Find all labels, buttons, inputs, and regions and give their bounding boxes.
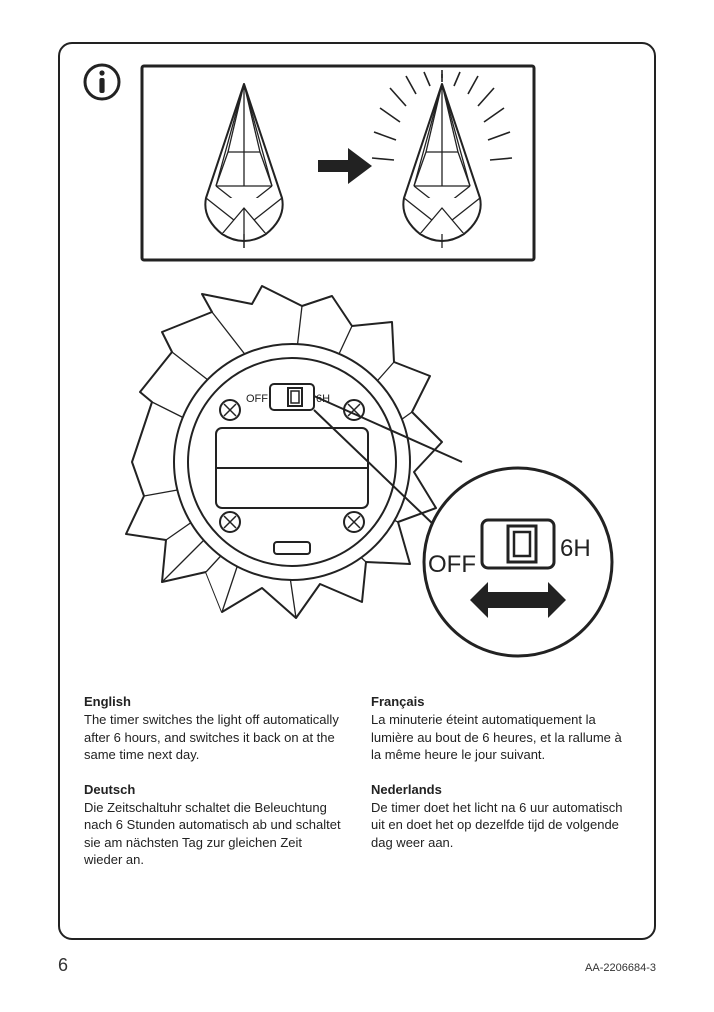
- top-illustration: [140, 64, 536, 262]
- page-number: 6: [58, 955, 68, 976]
- instruction-text: English The timer switches the light off…: [84, 694, 630, 887]
- text-column-left: English The timer switches the light off…: [84, 694, 343, 887]
- switch-callout: OFF 6H: [424, 468, 612, 656]
- svg-text:OFF: OFF: [246, 393, 268, 405]
- lang-text: The timer switches the light off automat…: [84, 711, 343, 764]
- switch-6h-label: 6H: [560, 535, 591, 562]
- lang-block: Français La minuterie éteint automatique…: [371, 694, 630, 764]
- lang-text: Die Zeitschaltuhr schaltet die Beleuchtu…: [84, 799, 343, 869]
- lang-title: English: [84, 694, 343, 709]
- document-code: AA-2206684-3: [585, 962, 656, 974]
- lang-title: Français: [371, 694, 630, 709]
- switch-off-label: OFF: [428, 551, 476, 578]
- info-icon: [82, 62, 122, 102]
- lang-block: Nederlands De timer doet het licht na 6 …: [371, 782, 630, 852]
- battery-panel-icon: OFF 6H: [174, 344, 410, 580]
- lang-text: La minuterie éteint automatiquement la l…: [371, 711, 630, 764]
- lang-block: English The timer switches the light off…: [84, 694, 343, 764]
- switch-illustration: OFF 6H OFF 6H: [82, 282, 622, 682]
- lang-title: Deutsch: [84, 782, 343, 797]
- lang-title: Nederlands: [371, 782, 630, 797]
- page-frame: OFF 6H OFF 6H English The timer switches: [58, 42, 656, 940]
- text-column-right: Français La minuterie éteint automatique…: [371, 694, 630, 887]
- lang-text: De timer doet het licht na 6 uur automat…: [371, 799, 630, 852]
- lang-block: Deutsch Die Zeitschaltuhr schaltet die B…: [84, 782, 343, 869]
